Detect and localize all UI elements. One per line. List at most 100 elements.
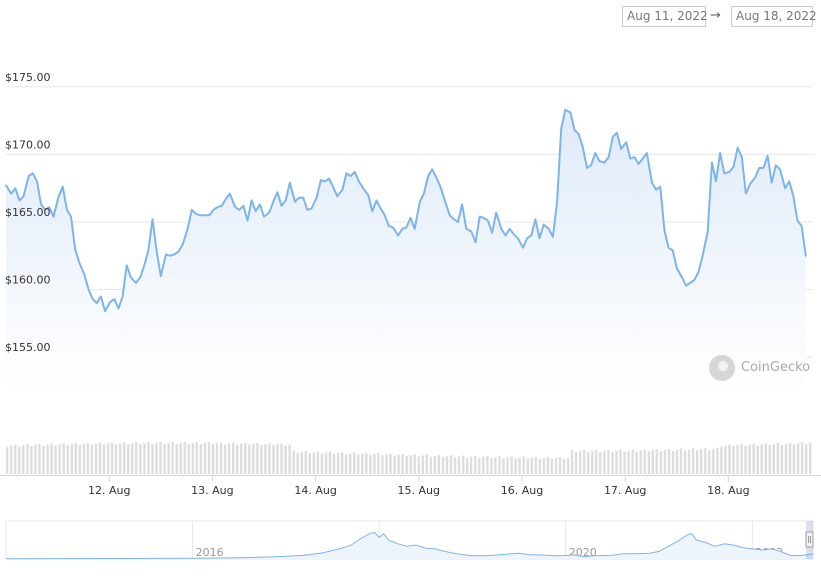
volume-bar: [304, 451, 307, 474]
volume-bar: [381, 455, 384, 474]
volume-bar: [167, 443, 170, 474]
volume-bar: [66, 445, 69, 474]
volume-bar: [163, 444, 166, 474]
volume-bar: [240, 443, 243, 474]
volume-bar: [393, 455, 396, 474]
volume-bar: [349, 453, 352, 474]
volume-bar: [272, 445, 275, 474]
volume-bar: [631, 449, 634, 474]
volume-bar: [429, 456, 433, 474]
x-tick-label: 17. Aug: [604, 484, 646, 497]
volume-bar: [607, 449, 610, 474]
navigator[interactable]: 2016201820202022: [5, 520, 814, 560]
volume-bar: [490, 458, 493, 474]
x-tick-label: 14. Aug: [294, 484, 336, 497]
volume-bar: [147, 442, 150, 474]
range-from-input[interactable]: Aug 11, 2022: [622, 6, 708, 27]
volume-bar: [510, 456, 513, 474]
volume-bar: [643, 449, 646, 474]
volume-bar: [397, 454, 400, 474]
volume-bar: [127, 444, 130, 474]
volume-bar: [312, 452, 316, 474]
volume-bar: [14, 444, 17, 474]
volume-bar: [800, 442, 804, 474]
volume-bar: [453, 457, 457, 474]
volume-bar: [369, 454, 372, 474]
volume-bar: [58, 444, 61, 474]
volume-bar: [522, 456, 525, 474]
volume-bar: [191, 443, 194, 474]
volume-bar: [114, 444, 118, 474]
volume-bar: [518, 457, 521, 474]
gecko-icon: [709, 355, 735, 381]
volume-bar: [603, 450, 606, 474]
volume-bar: [300, 451, 303, 474]
volume-bar: [506, 457, 509, 474]
volume-bar: [482, 457, 485, 474]
volume-bar: [78, 445, 81, 474]
volume-bar: [82, 443, 86, 474]
x-tick-label: 13. Aug: [191, 484, 233, 497]
volume-bar: [260, 445, 263, 474]
volume-bar: [195, 442, 198, 474]
volume-bar: [720, 446, 723, 474]
volume-bar: [232, 442, 235, 474]
range-to-input[interactable]: Aug 18, 2022: [731, 6, 817, 27]
volume-bar: [50, 443, 53, 474]
volume-bar: [748, 444, 751, 474]
volume-bar: [466, 457, 469, 474]
volume-bar: [619, 449, 622, 474]
volume-bar: [809, 442, 812, 474]
volume-bar: [470, 456, 473, 474]
volume-bar: [264, 444, 267, 474]
volume-bar: [708, 450, 711, 474]
x-tick-label: 15. Aug: [398, 484, 440, 497]
volume-bar: [583, 450, 586, 474]
volume-bar: [683, 450, 687, 474]
y-tick-label: $160.00: [5, 274, 51, 287]
volume-bar: [724, 445, 727, 474]
volume-bar: [211, 444, 215, 474]
volume-bar: [227, 443, 231, 474]
volume-bar: [639, 450, 642, 474]
volume-bar: [692, 448, 695, 474]
x-tick-label: 18. Aug: [707, 484, 749, 497]
volume-bar: [417, 456, 420, 474]
volume-bar: [712, 448, 715, 474]
volume-bar: [373, 454, 376, 474]
volume-bar: [18, 446, 21, 474]
volume-bar: [199, 444, 203, 474]
volume-bar: [530, 457, 533, 474]
volume-bar: [353, 452, 356, 474]
navigator-handle[interactable]: [805, 531, 814, 548]
volume-bar: [248, 444, 251, 474]
volume-bar: [38, 443, 41, 474]
volume-bar: [732, 446, 735, 474]
volume-bar: [421, 455, 424, 474]
volume-bar: [449, 455, 453, 474]
volume-bar: [667, 449, 671, 474]
volume-bar: [203, 443, 207, 474]
volume-bar: [389, 453, 392, 474]
axis-layer: $175.00 $170.00 $165.00 $160.00 $155.00 12. A…: [0, 71, 821, 497]
volume-bar: [659, 451, 663, 474]
volume-bar: [328, 451, 332, 474]
x-tick-label: 12. Aug: [88, 484, 130, 497]
volume-bar: [570, 450, 574, 474]
volume-bar: [744, 445, 747, 474]
volume-bar: [292, 450, 295, 474]
x-tick-label: 16. Aug: [501, 484, 543, 497]
volume-bar: [94, 443, 98, 474]
volume-bar: [740, 444, 743, 474]
volume-bar: [30, 446, 33, 474]
volume-bar: [288, 444, 291, 474]
volume-bar: [623, 451, 626, 474]
volume-bar: [538, 458, 541, 474]
volume-bar: [671, 450, 675, 474]
volume-bar: [54, 445, 57, 474]
volume-bar: [796, 443, 800, 474]
volume-bar: [308, 453, 311, 474]
volume-bar: [159, 442, 162, 474]
volume-bar: [139, 444, 142, 474]
volume-bar: [207, 442, 211, 474]
